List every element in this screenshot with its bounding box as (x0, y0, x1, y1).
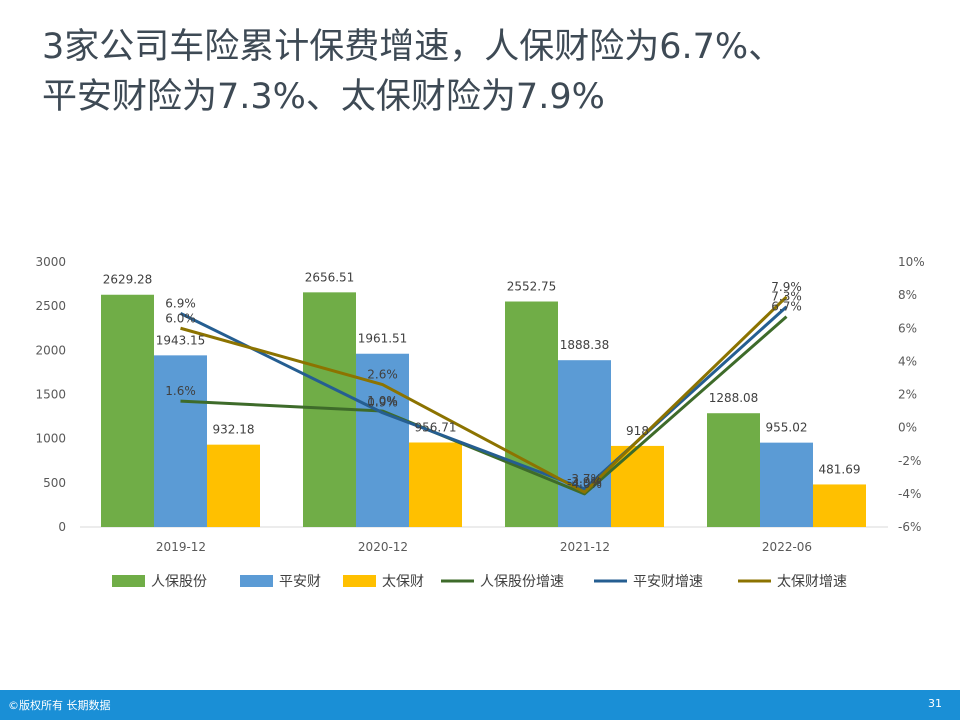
legend-label: 平安财 (279, 574, 321, 590)
page-number: 31 (928, 697, 942, 710)
y-left-tick-label: 2500 (35, 299, 66, 313)
bar (707, 413, 760, 527)
y-left-tick-label: 1500 (35, 388, 66, 402)
line-data-label: -3.7% (567, 472, 602, 486)
bar-data-label: 932.18 (213, 423, 255, 437)
legend-swatch (240, 575, 273, 587)
legend-swatch (112, 575, 145, 587)
x-tick-label: 2021-12 (560, 540, 610, 554)
x-tick-label: 2019-12 (156, 540, 206, 554)
copyright-text: ©版权所有 长期数据 (8, 699, 111, 712)
y-left-tick-label: 500 (43, 476, 66, 490)
y-left-tick-label: 3000 (35, 255, 66, 269)
bar-data-label: 1943.15 (156, 333, 206, 347)
bar (356, 353, 409, 527)
y-right-tick-label: 2% (898, 388, 917, 402)
bar (409, 442, 462, 527)
bar (558, 360, 611, 527)
line-data-label: -4.0% (567, 477, 602, 491)
footer-bar: ©版权所有 长期数据 31 (0, 690, 960, 720)
x-tick-label: 2022-06 (762, 540, 812, 554)
bar-data-label: 918 (626, 424, 649, 438)
line-data-label: 2.6% (367, 368, 398, 382)
series-line (180, 295, 788, 494)
y-right-tick-label: -4% (898, 487, 921, 501)
series-line (179, 305, 788, 491)
bar-data-label: 2629.28 (103, 273, 153, 287)
y-right-tick-label: 4% (898, 354, 917, 368)
line-data-label: 6.7% (771, 300, 802, 314)
x-tick-label: 2020-12 (358, 540, 408, 554)
bar-data-label: 1288.08 (709, 391, 759, 405)
bar (207, 444, 260, 527)
bar (154, 355, 207, 527)
bar-data-label: 1888.38 (560, 338, 610, 352)
line-data-label: -3.9% (567, 475, 602, 489)
legend-label: 人保股份 (151, 574, 207, 590)
bar-data-label: 955.02 (766, 421, 808, 435)
bar (505, 301, 558, 527)
premium-growth-chart: 0 500 1000 1500 2000 2500 3000 -6% -4% -2% 0% 2% 4% 6… (35, 255, 925, 590)
y-right-tick-label: 8% (898, 288, 917, 302)
page-title: 3家公司车险累计保费增速，人保财险为6.7%、 平安财险为7.3%、太保财险为7… (42, 22, 942, 122)
bar (813, 484, 866, 527)
bar-data-label: 481.69 (819, 462, 861, 476)
line-data-label: 0.9% (367, 396, 398, 410)
y-right-tick-label: 0% (898, 421, 917, 435)
legend-label: 平安财增速 (633, 574, 703, 590)
line-data-label: 6.0% (165, 311, 196, 325)
bar-data-label: 956.71 (415, 420, 457, 434)
y-left-tick-label: 1000 (35, 432, 66, 446)
line-data-label: 7.3% (771, 290, 802, 304)
y-right-tick-label: -2% (898, 454, 921, 468)
y-right-tick-label: 10% (898, 255, 925, 269)
title-line-1: 3家公司车险累计保费增速，人保财险为6.7%、 (42, 27, 784, 67)
bar-data-label: 2656.51 (305, 270, 355, 284)
legend-swatch (343, 575, 376, 587)
y-right-tick-label: 6% (898, 321, 917, 335)
y-right-tick-label: -6% (898, 520, 921, 534)
legend-label: 人保股份增速 (480, 574, 564, 590)
bar (760, 442, 813, 527)
legend-label: 太保财 (382, 574, 424, 590)
y-left-tick-label: 2000 (35, 343, 66, 357)
series-line (180, 315, 788, 496)
line-data-label: 7.9% (771, 280, 802, 294)
bar (101, 294, 154, 527)
legend-label: 太保财增速 (777, 574, 847, 590)
line-data-label: 1.6% (165, 384, 196, 398)
line-data-label: 1.0% (367, 394, 398, 408)
line-data-label: 6.9% (165, 296, 196, 310)
y-left-tick-label: 0 (58, 520, 66, 534)
bar-data-label: 1961.51 (358, 332, 408, 346)
bar-data-label: 2552.75 (507, 280, 557, 294)
title-line-2: 平安财险为7.3%、太保财险为7.9% (42, 77, 605, 117)
